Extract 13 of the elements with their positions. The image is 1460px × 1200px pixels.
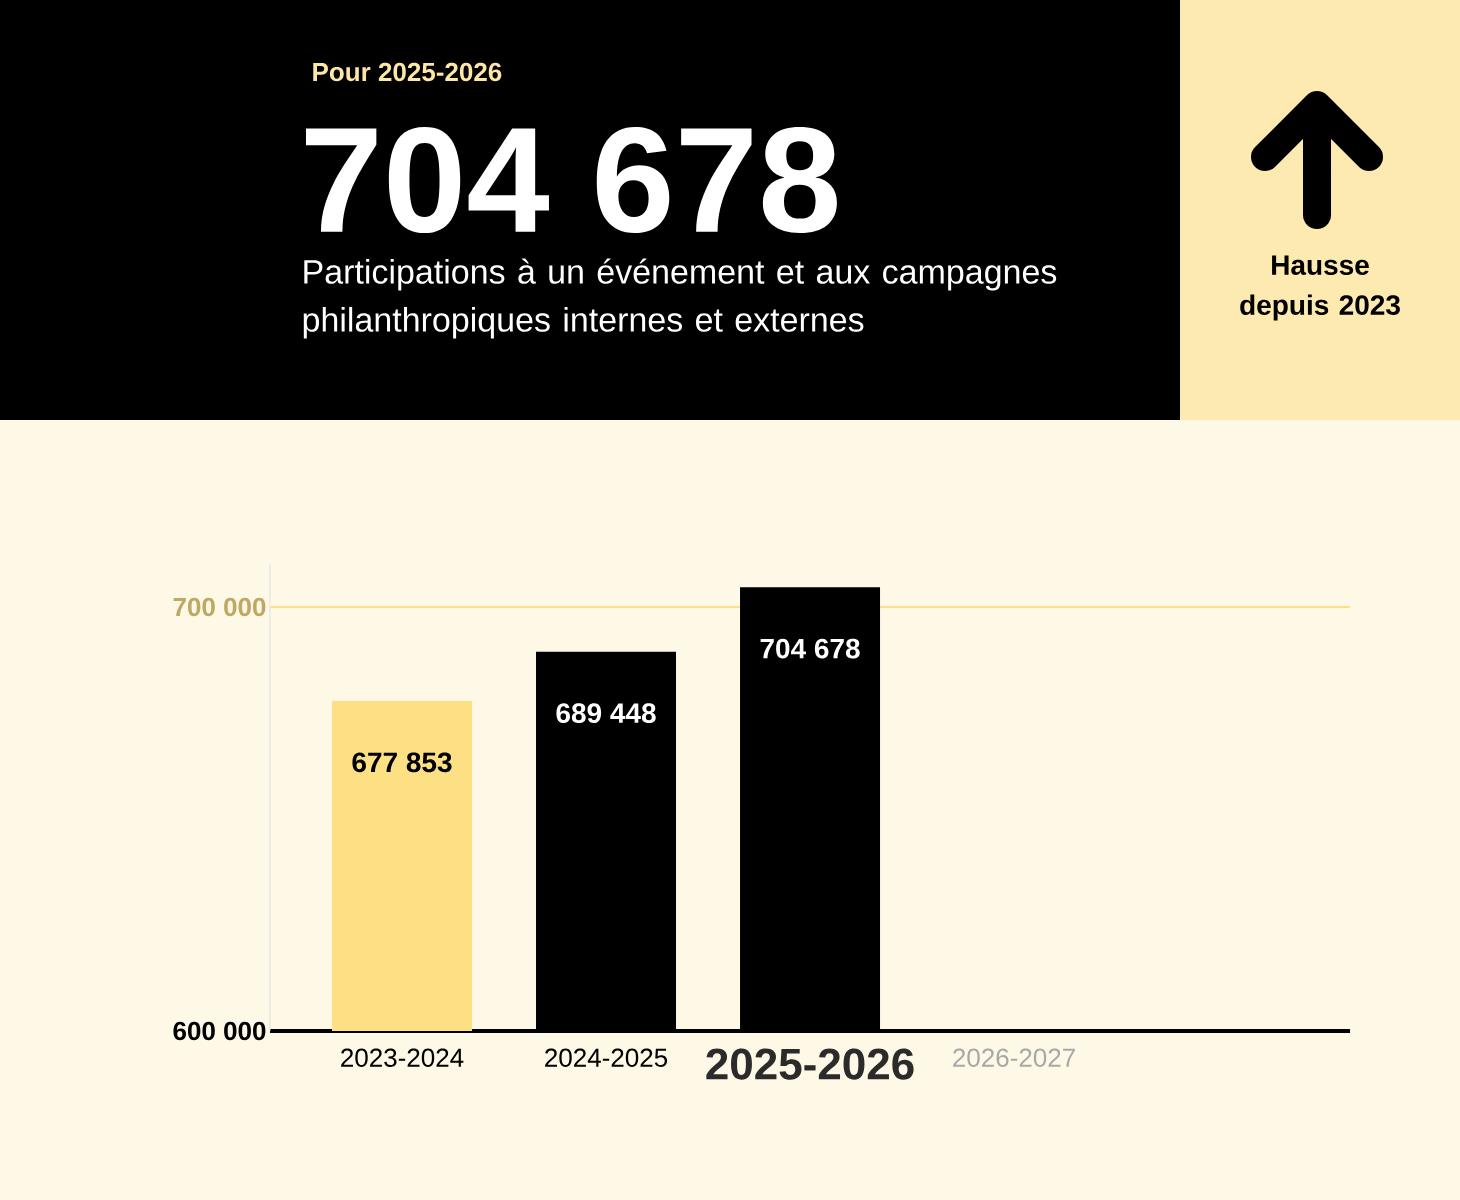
data-label: 689 448 bbox=[556, 703, 656, 724]
text: Pour 2025-2026 bbox=[313, 62, 502, 82]
x-tick-label: 2026-2027 bbox=[953, 1048, 1075, 1067]
x-tick-label: 2024-2025 bbox=[545, 1048, 668, 1067]
x-tick-label: 2023-2024 bbox=[341, 1048, 464, 1067]
y-tick-label: 700 000 bbox=[173, 597, 266, 617]
x-tick-label: 2025-2026 bbox=[706, 1048, 914, 1080]
data-label: 677 853 bbox=[352, 752, 452, 773]
text: Hausse depuis 2023 bbox=[1240, 255, 1400, 321]
data-label: 704 678 bbox=[760, 638, 860, 659]
y-tick-label: 600 000 bbox=[173, 1021, 266, 1041]
chart-subtitle: Participations à un événement et aux campagnes philanthropiques internes et externes bbox=[303, 258, 1057, 339]
chart-title: 704 678 bbox=[305, 126, 837, 234]
